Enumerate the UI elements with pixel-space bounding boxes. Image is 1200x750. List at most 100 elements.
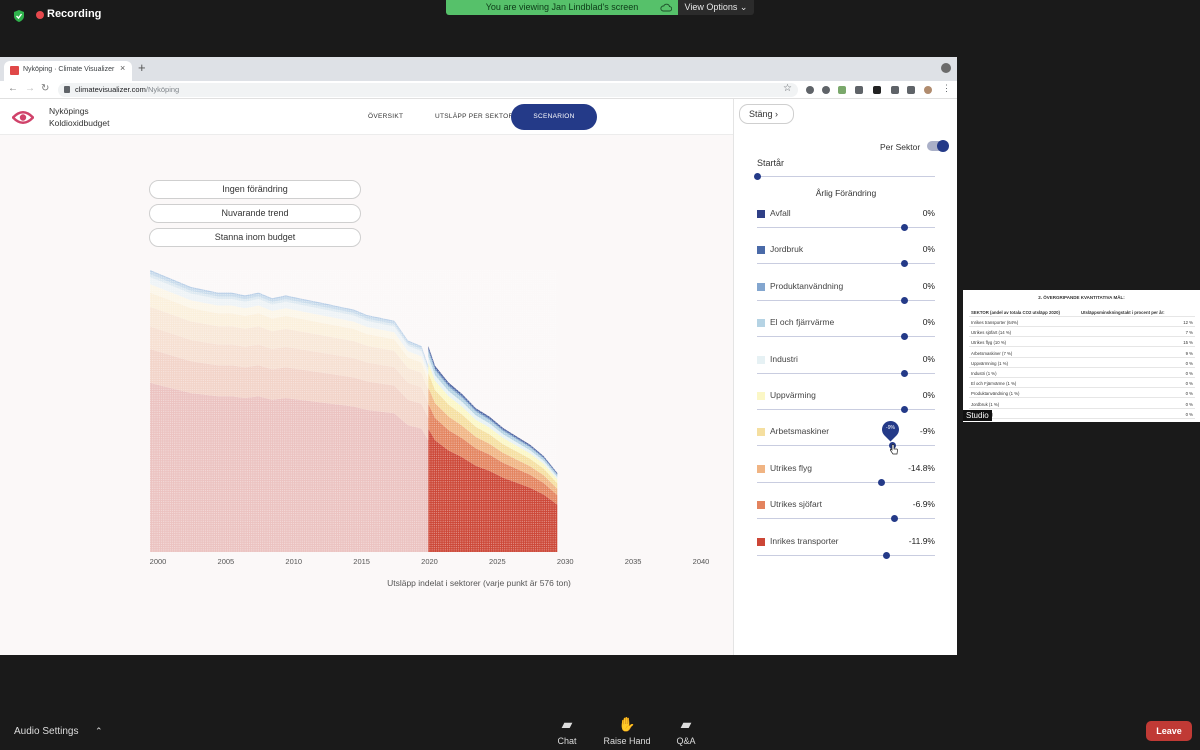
sector-swatch (757, 319, 765, 328)
chat-icon[interactable]: ▰ (561, 716, 573, 732)
chat-button[interactable]: Chat (557, 736, 577, 746)
tab-strip: Nyköping · Climate Visualizer × + (0, 57, 957, 81)
sector-swatch (757, 464, 765, 473)
close-label: Stäng (749, 109, 773, 119)
sector-slider-handle[interactable] (901, 260, 909, 268)
sector-slider-track[interactable] (757, 263, 935, 265)
nav-utslapp-per-sektor[interactable]: UTSLÄPP PER SEKTOR (435, 113, 514, 120)
reload-icon[interactable]: ↻ (41, 83, 50, 94)
eye-logo-icon[interactable] (12, 109, 34, 126)
sector-slider-track[interactable] (757, 518, 935, 520)
sector-name: Jordbruk (770, 244, 804, 255)
sector-slider-track[interactable] (757, 409, 935, 410)
startar-slider-track[interactable] (757, 176, 935, 177)
audio-settings-button[interactable]: Audio Settings (14, 726, 79, 737)
startar-slider-handle[interactable] (753, 173, 761, 180)
sector-slider-handle[interactable] (901, 296, 909, 304)
sector-swatch (757, 355, 765, 364)
studio-row-rate: 15 % (1183, 340, 1193, 346)
view-options-button[interactable]: View Options ⌄ (678, 0, 754, 15)
extension-drive-icon[interactable] (838, 86, 846, 94)
sector-slider-handle[interactable] (901, 333, 909, 341)
chart-x-ticks: 2000 2005 2010 2015 2020 2025 2030 2035 2040 (150, 557, 710, 566)
zoom-top-bar: Recording You are viewing Jan Lindblad's… (0, 0, 1200, 57)
recording-dot-icon (36, 11, 44, 19)
raise-hand-icon[interactable]: ✋ (618, 716, 636, 732)
sector-slider-handle[interactable] (901, 406, 909, 413)
studio-row-sector: Utrikes flyg (10 %) (971, 340, 1007, 346)
per-sektor-toggle[interactable] (927, 140, 949, 152)
profile-avatar[interactable] (924, 86, 932, 94)
sector-swatch (757, 537, 765, 546)
qa-icon[interactable]: ▰ (680, 716, 692, 732)
app-title-line2: Koldioxidbudget (49, 118, 110, 128)
per-sektor-label: Per Sektor (880, 142, 921, 152)
extensions-puzzle-icon[interactable] (907, 86, 915, 94)
recording-label[interactable]: Recording (47, 8, 102, 20)
scenario-ingen-forandring-button[interactable]: Ingen förändring (149, 180, 361, 199)
extension-copy-icon[interactable] (891, 86, 899, 94)
studio-table-row: Jordbruk (1 %) 0 % (969, 399, 1195, 409)
studio-row-rate: 0 % (1185, 391, 1193, 397)
studio-video-thumbnail[interactable]: 2. ÖVERGRIPANDE KVANTITATIVA MÅL: SEKTOR… (963, 290, 1200, 422)
tab-search-icon[interactable] (941, 63, 951, 73)
chevron-up-icon[interactable]: ⌃ (95, 726, 103, 736)
url-field[interactable]: climatevisualizer.com/Nyköping (58, 83, 798, 97)
lock-icon[interactable] (64, 86, 70, 93)
studio-table-row: Avfall (1 %)0 % (969, 409, 1195, 419)
sector-slider-track[interactable] (757, 227, 935, 228)
sector-slider-handle[interactable] (890, 515, 898, 523)
close-panel-button[interactable]: Stäng › (739, 104, 794, 124)
toggle-knob[interactable] (937, 140, 949, 152)
studio-table-row: Industri (1 %) 0 % (969, 368, 1195, 378)
studio-row-rate: 0 % (1185, 401, 1193, 407)
forward-icon[interactable]: → (25, 83, 35, 94)
sector-value: -14.8% (908, 462, 935, 473)
chart-dot-overlay (150, 270, 558, 552)
sector-slider-handle[interactable] (883, 551, 891, 559)
sector-slider-handle[interactable] (901, 369, 909, 377)
sector-slider-track[interactable] (757, 445, 935, 447)
sector-slider-track[interactable] (757, 372, 935, 374)
sector-slider-track[interactable] (757, 336, 935, 338)
studio-row-sector: Jordbruk (1 %) (971, 401, 1000, 407)
sector-slider-handle[interactable] (878, 478, 886, 486)
x-tick-label: 2035 (625, 557, 642, 566)
url-path: /Nyköping (145, 85, 180, 94)
back-icon[interactable]: ← (8, 83, 18, 94)
raise-hand-button[interactable]: Raise Hand (603, 736, 651, 746)
sector-swatch (757, 210, 765, 218)
scenario-stanna-inom-budget-button[interactable]: Stanna inom budget (149, 228, 361, 247)
sector-name: Utrikes sjöfart (770, 499, 822, 510)
app-title-line1: Nyköpings (49, 106, 89, 116)
sector-slider-track[interactable] (757, 554, 935, 556)
extension-square-icon[interactable] (873, 86, 881, 94)
qa-button[interactable]: Q&A (676, 736, 696, 746)
nav-oversikt[interactable]: ÖVERSIKT (368, 113, 404, 120)
studio-table-row: Inrikes transporter (64%) 12 % (969, 317, 1195, 327)
extension-dark-icon[interactable] (822, 86, 830, 94)
studio-row-sector: Uppvärmning (1 %) (971, 360, 1009, 366)
sector-slider-handle[interactable] (901, 224, 909, 231)
browser-menu-icon[interactable]: ⋮ (942, 83, 951, 93)
sector-name: Utrikes flyg (770, 462, 813, 473)
sector-value: 0% (922, 208, 935, 218)
bookmark-star-icon[interactable]: ☆ (783, 83, 792, 94)
sector-slider-track[interactable] (757, 481, 935, 483)
extension-a-icon[interactable] (855, 86, 863, 94)
new-tab-icon[interactable]: + (138, 60, 146, 75)
scenario-nuvarande-trend-button[interactable]: Nuvarande trend (149, 204, 361, 223)
nav-scenarion[interactable]: SCENARION (511, 104, 597, 130)
studio-row-rate: 9 % (1185, 350, 1193, 356)
tab-close-icon[interactable]: × (120, 63, 126, 73)
browser-tab[interactable]: Nyköping · Climate Visualizer × (4, 61, 132, 81)
sector-slider-track[interactable] (757, 299, 935, 301)
extension-info-icon[interactable] (806, 86, 814, 94)
studio-row-sector: El och Fjärrvärme (1 %) (971, 381, 1017, 387)
sector-value: 0% (922, 317, 935, 328)
slider-tooltip-text: -9% (886, 425, 895, 431)
shield-icon[interactable] (12, 9, 26, 23)
leave-button[interactable]: Leave (1146, 721, 1192, 741)
app-title: Nyköpings Koldioxidbudget (49, 105, 110, 129)
x-tick-label: 2040 (693, 557, 710, 566)
